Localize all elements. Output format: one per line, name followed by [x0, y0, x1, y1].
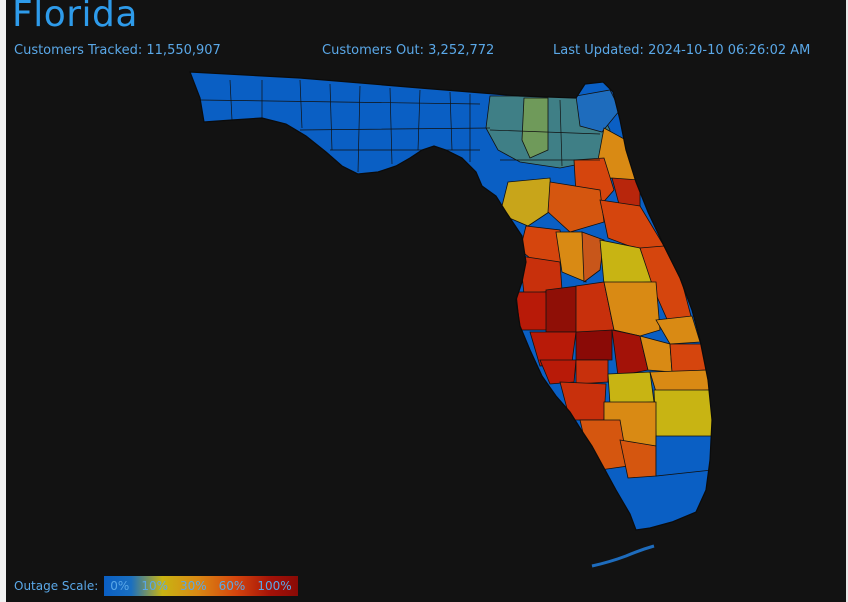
county-regions: [190, 72, 712, 530]
region-nassau-duval: [575, 89, 621, 133]
customers-tracked: Customers Tracked: 11,550,907: [14, 43, 221, 58]
region-sarasota: [539, 359, 577, 385]
region-charlotte: [559, 381, 607, 421]
region-marion: [547, 181, 605, 233]
legend-title: Outage Scale:: [14, 579, 99, 593]
region-martin: [649, 369, 712, 393]
scale-stop-0: 0%: [110, 579, 130, 593]
last-updated: Last Updated: 2024-10-10 06:26:02 AM: [553, 43, 810, 58]
region-desoto: [575, 359, 609, 385]
customers-tracked-value: 11,550,907: [146, 43, 221, 58]
scale-stop-30: 30%: [179, 579, 207, 593]
region-sumter: [555, 231, 587, 283]
scale-stop-10: 10%: [141, 579, 168, 593]
customers-out-value: 3,252,772: [428, 43, 495, 58]
region-lake: [581, 231, 605, 283]
right-edge: [846, 0, 848, 602]
region-glades: [607, 371, 655, 405]
scale-stop-100: 100%: [257, 579, 292, 593]
customers-out: Customers Out: 3,252,772: [322, 43, 494, 58]
scale-stop-60: 60%: [218, 579, 246, 593]
state-outline: [189, 71, 713, 531]
florida-keys: [591, 544, 655, 568]
state-title: Florida: [12, 0, 138, 35]
region-st-lucie: [669, 343, 707, 373]
region-osceola: [603, 281, 661, 337]
outage-scale-bar: 0% 10% 30% 60% 100%: [104, 576, 298, 596]
region-hillsborough: [545, 285, 579, 333]
county-boundaries: [199, 79, 601, 173]
last-updated-label: Last Updated:: [553, 43, 644, 58]
outage-legend: Outage Scale: 0% 10% 30% 60% 100%: [14, 576, 298, 596]
region-palm-beach: [653, 389, 712, 439]
region-union-county: [521, 97, 549, 159]
region-pinellas: [515, 291, 549, 331]
customers-tracked-label: Customers Tracked:: [14, 43, 143, 58]
customers-out-label: Customers Out:: [322, 43, 425, 58]
region-hardee: [575, 329, 613, 361]
left-edge: [0, 0, 6, 602]
region-broward: [655, 435, 712, 477]
last-updated-value: 2024-10-10 06:26:02 AM: [648, 43, 811, 58]
